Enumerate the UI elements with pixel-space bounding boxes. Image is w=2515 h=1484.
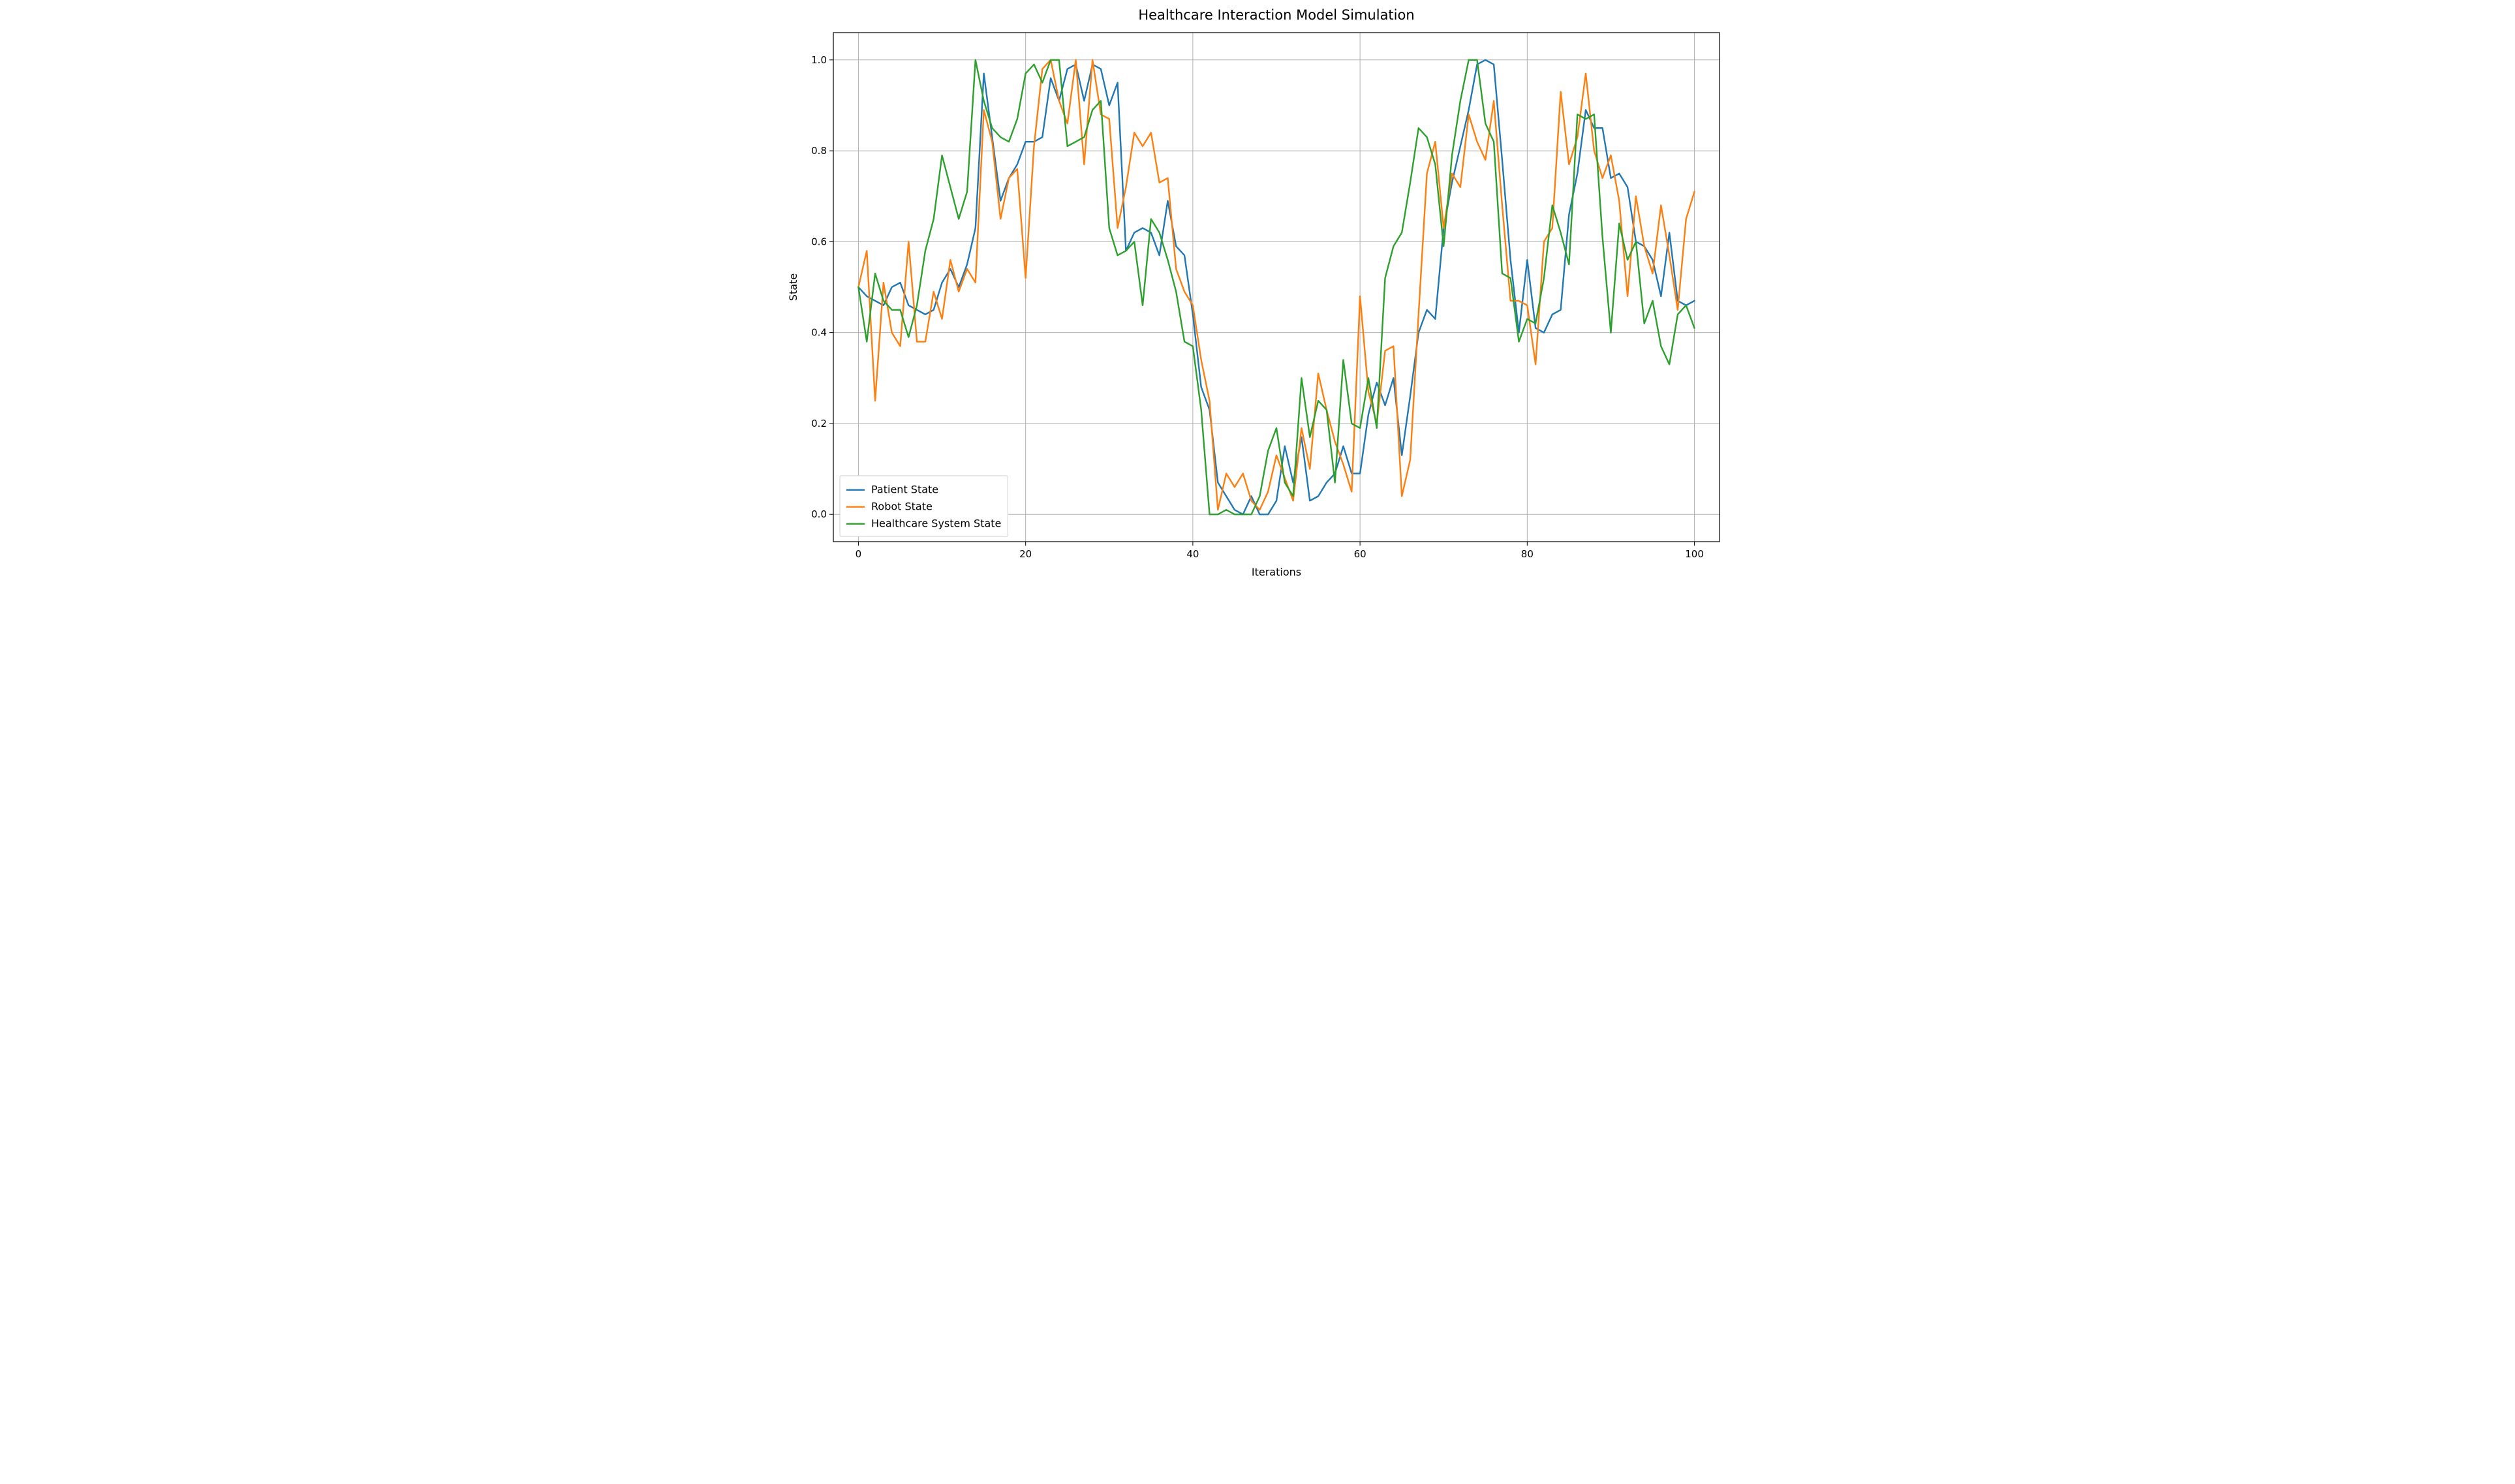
line-chart: 0 20 40 60 80 100 0.0 0.2 0.4 0.6 0.8 1.0 Healthcare… (782, 0, 1733, 587)
y-tick-label: 0.0 (811, 508, 827, 520)
legend-label: Healthcare System State (871, 518, 1001, 530)
y-tick-label: 0.6 (811, 236, 827, 247)
y-axis-label: State (787, 273, 799, 301)
x-tick-label: 100 (1685, 548, 1704, 560)
legend-label: Patient State (871, 484, 938, 496)
x-tick-label: 0 (856, 548, 862, 560)
y-tick-label: 0.2 (811, 418, 827, 429)
chart-title: Healthcare Interaction Model Simulation (1138, 7, 1414, 23)
x-tick-label: 60 (1354, 548, 1366, 560)
x-axis-label: Iterations (1252, 566, 1301, 578)
legend-label: Robot State (871, 501, 933, 513)
y-tick-label: 0.4 (811, 327, 827, 339)
x-tick-label: 80 (1521, 548, 1534, 560)
x-tick-label: 40 (1186, 548, 1199, 560)
chart-container: 0 20 40 60 80 100 0.0 0.2 0.4 0.6 0.8 1.0 Healthcare… (782, 0, 1733, 587)
y-tick-label: 1.0 (811, 54, 827, 66)
y-tick-label: 0.8 (811, 145, 827, 157)
x-tick-label: 20 (1019, 548, 1032, 560)
